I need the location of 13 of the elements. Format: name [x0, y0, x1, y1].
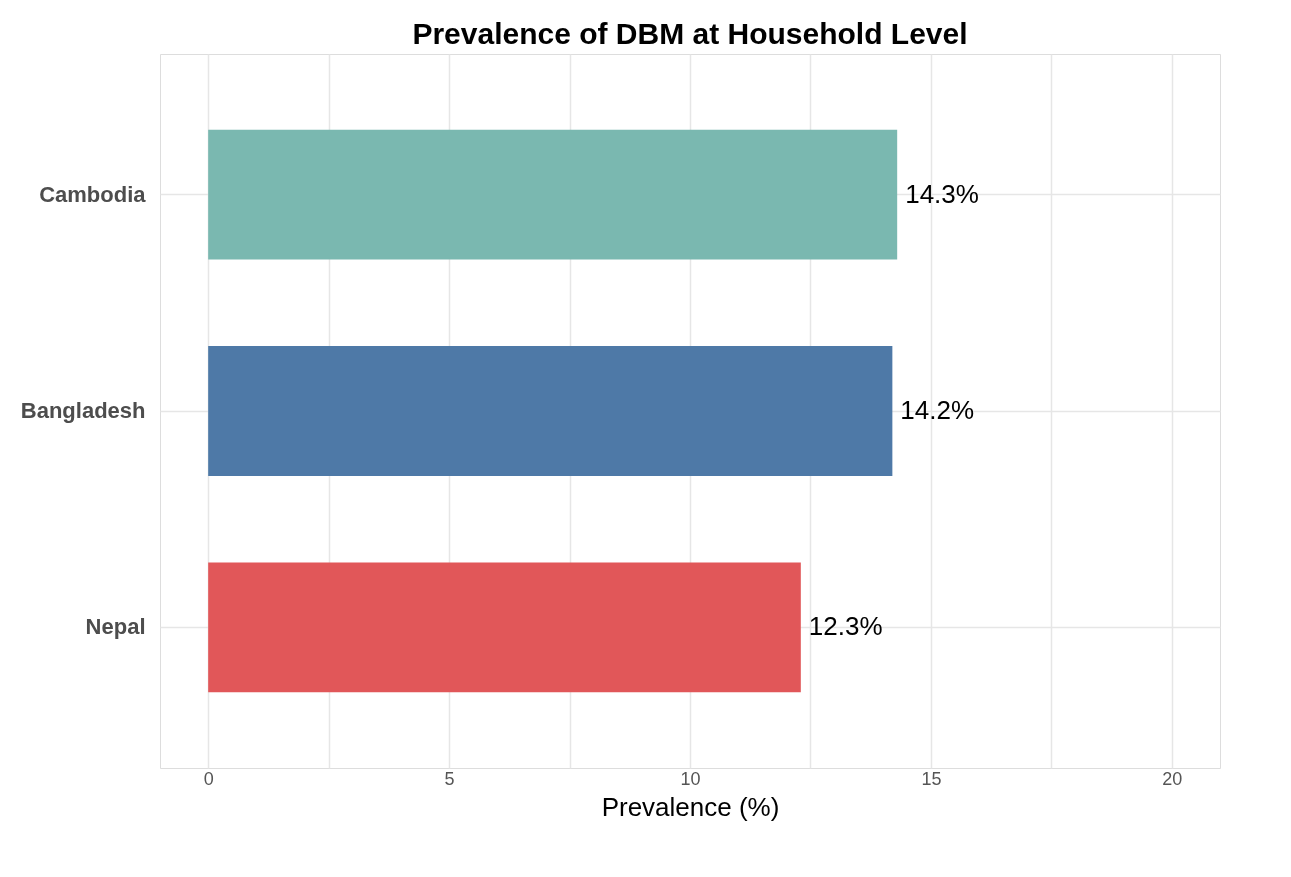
x-tick-label: 15 [921, 768, 942, 789]
y-tick-label: Bangladesh [20, 398, 146, 423]
x-tick-label: 10 [680, 768, 701, 789]
chart-title: Prevalence of DBM at Household Level [412, 17, 968, 50]
data-label: 14.3% [905, 178, 979, 209]
x-tick-label: 20 [1162, 768, 1183, 789]
x-axis-title: Prevalence (%) [601, 791, 780, 822]
data-label: 12.3% [808, 611, 883, 642]
x-tick-label: 0 [203, 768, 214, 789]
y-tick-label: Cambodia [39, 181, 147, 207]
data-label: 14.2% [900, 395, 975, 425]
y-tick-label: Nepal [85, 614, 146, 640]
x-tick-label: 5 [444, 768, 455, 789]
